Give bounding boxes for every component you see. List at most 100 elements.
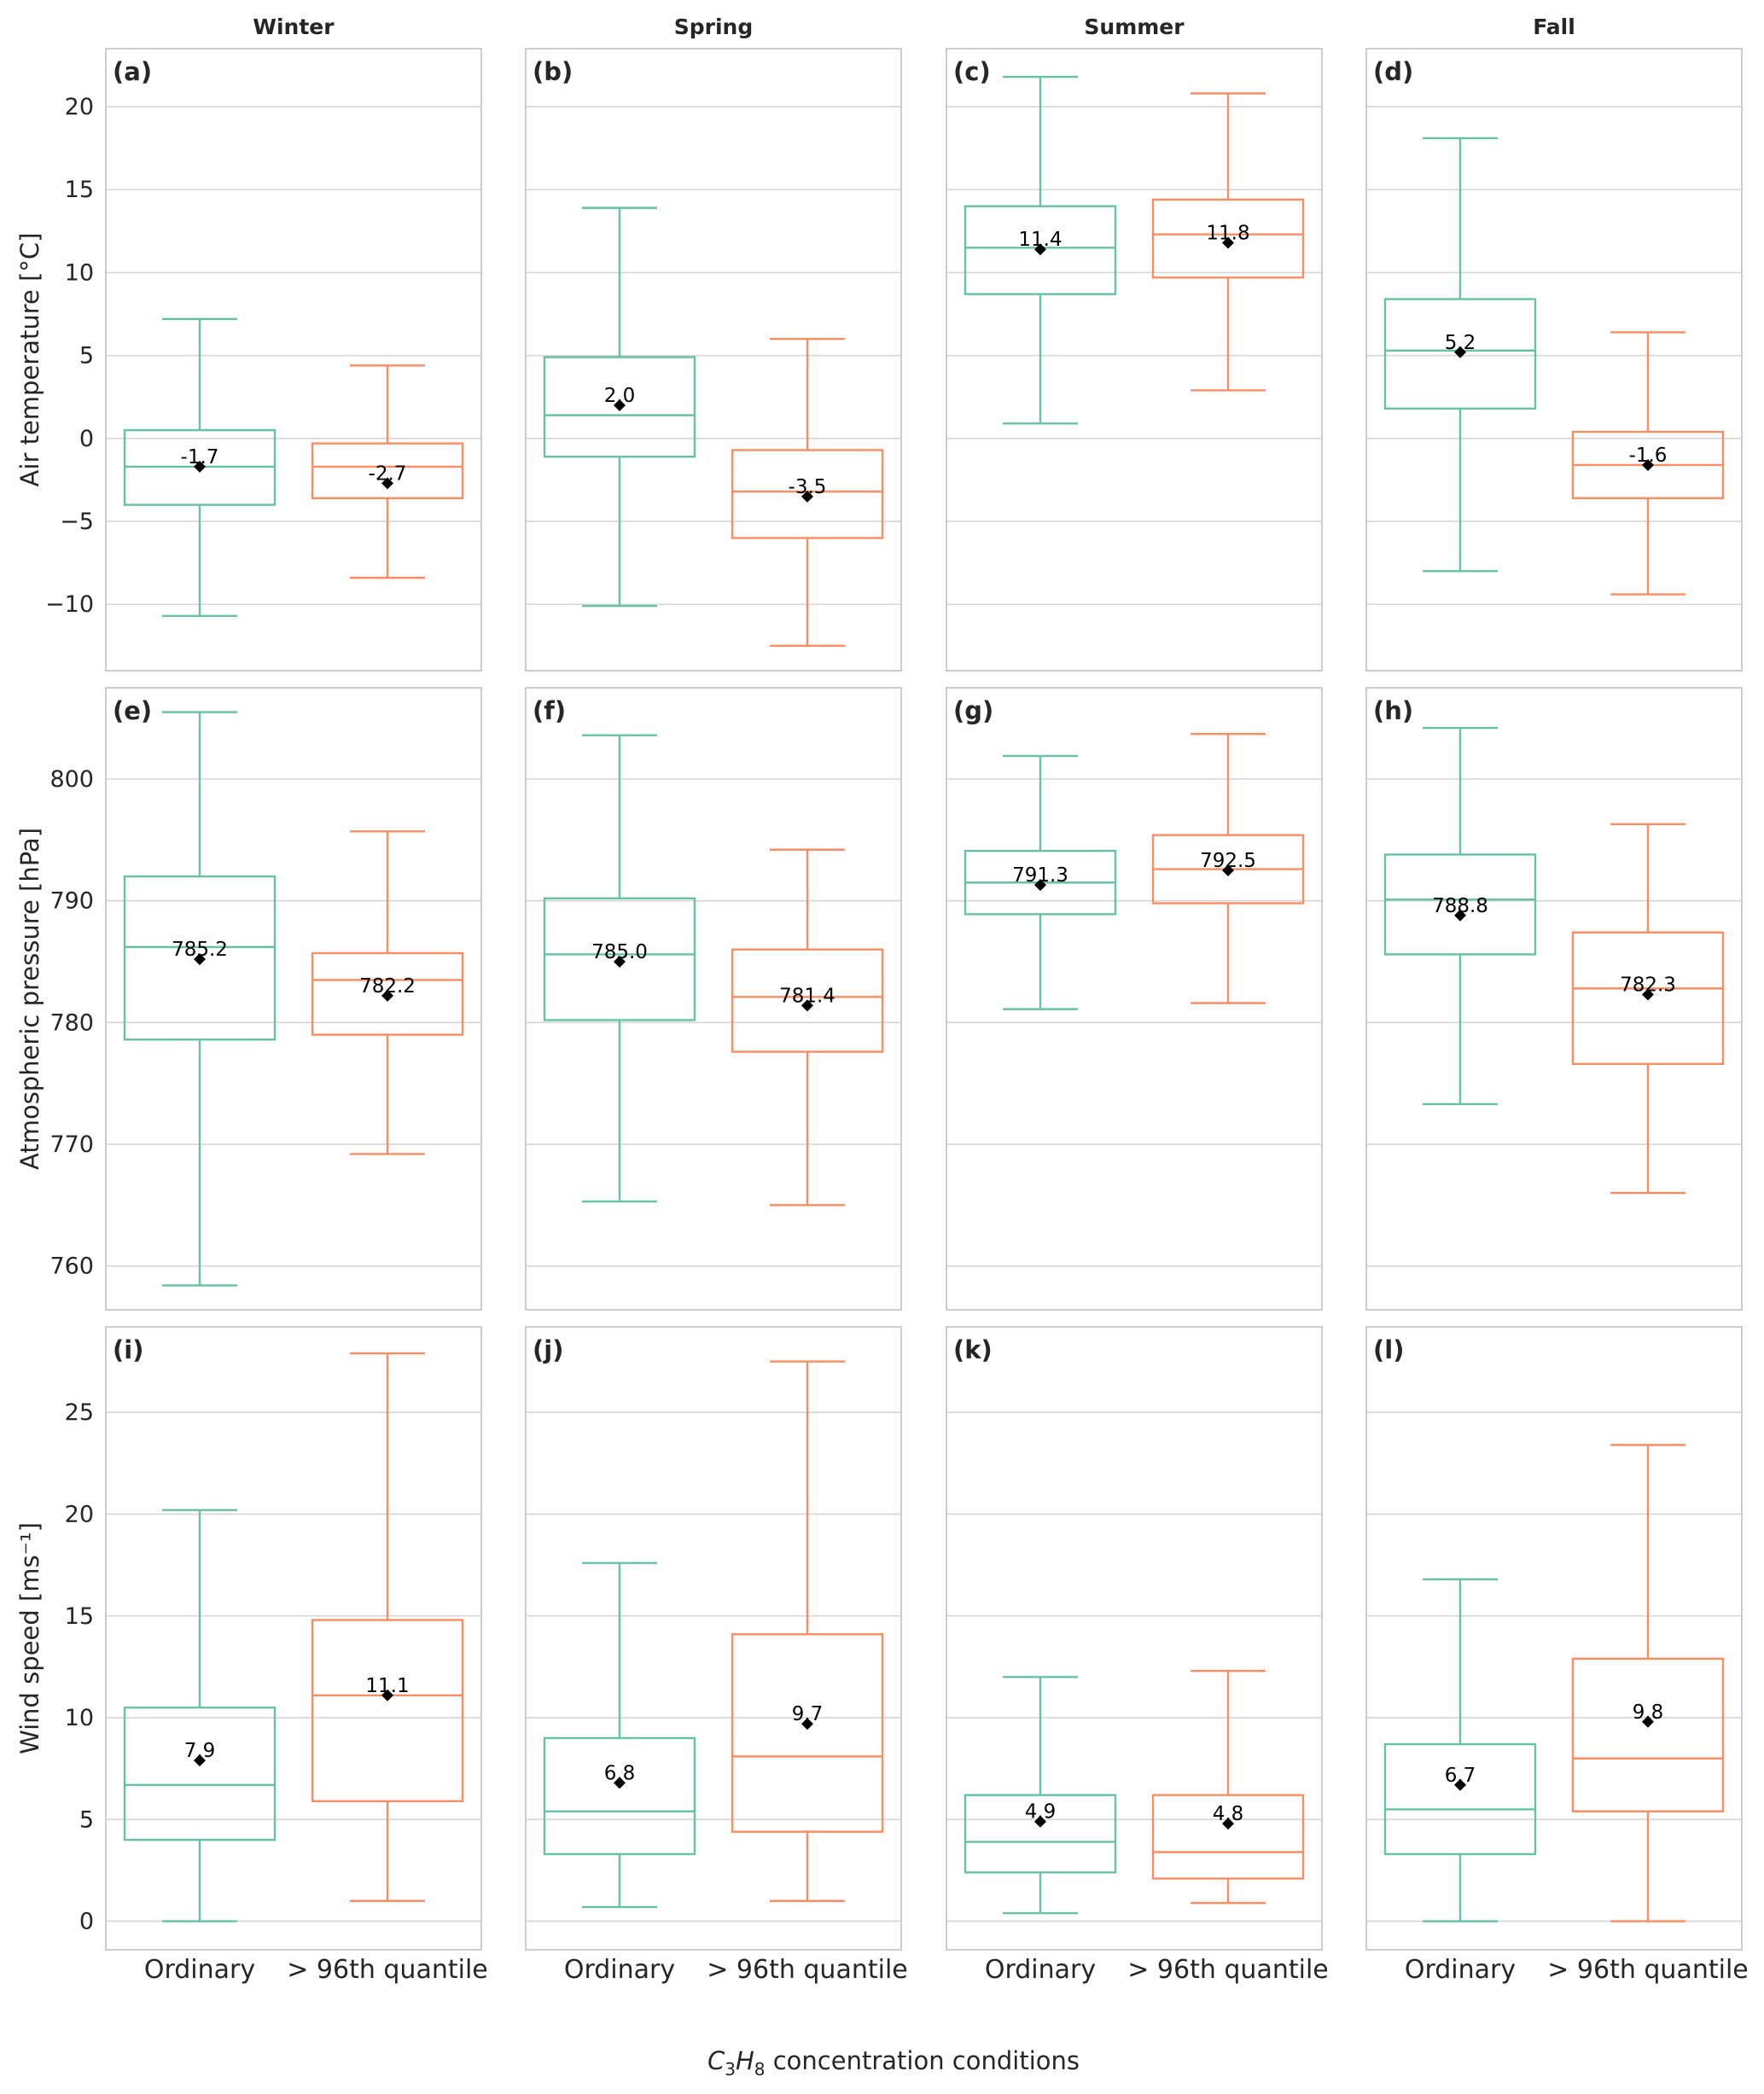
iqr-box: [543, 1736, 696, 1856]
panel-frame: [105, 48, 482, 672]
mean-marker: [1642, 458, 1654, 471]
iqr-box: [1571, 1657, 1725, 1812]
y-tick-label: 0: [79, 1909, 94, 1935]
panel-frame: [105, 1326, 482, 1951]
panel-label: (i): [113, 1335, 143, 1364]
mean-value-label: 791.3: [1012, 864, 1068, 887]
mean-marker: [801, 490, 813, 503]
iqr-box: [311, 442, 464, 500]
panel-frame: [525, 687, 902, 1311]
mean-value-label: 782.2: [359, 975, 416, 998]
mean-value-label: -1.6: [1629, 445, 1668, 467]
mean-value-label: 4.9: [1025, 1801, 1057, 1824]
column-title-winter: Winter: [253, 15, 335, 39]
x-tick-label: Ordinary: [1405, 1955, 1516, 1985]
y-tick-label: 10: [65, 259, 94, 286]
panel-frame: [1365, 1326, 1743, 1951]
y-tick-label: 760: [49, 1253, 94, 1280]
mean-value-label: 11.4: [1018, 229, 1062, 251]
x-tick-label: > 96th quantile: [287, 1955, 488, 1985]
panel-j: (j) 6.8 9.7 Ordinary > 96th quantile: [525, 1326, 908, 1985]
mean-marker: [1642, 988, 1654, 1001]
panel-a: −10 −5 0 5 10 15 20 (a) -1.7 -2.7: [45, 48, 482, 672]
iqr-box: [311, 1619, 464, 1803]
x-tick-label: Ordinary: [985, 1955, 1096, 1985]
box-above-96th-quantile: -3.5: [731, 338, 884, 648]
mean-marker: [801, 999, 813, 1012]
box-ordinary: 2.0: [543, 206, 696, 608]
box-ordinary: 791.3: [964, 754, 1117, 1010]
mean-marker: [194, 953, 206, 966]
box-above-96th-quantile: 792.5: [1151, 733, 1305, 1004]
panel-frame: [525, 48, 902, 672]
panel-label: (g): [953, 696, 993, 725]
x-tick-label: > 96th quantile: [1127, 1955, 1329, 1985]
y-tick-label: 20: [65, 1501, 94, 1527]
mean-value-label: 782.3: [1620, 974, 1676, 997]
box-ordinary: 785.2: [123, 711, 277, 1287]
x-tick-label: > 96th quantile: [1547, 1955, 1749, 1985]
panel-label: (j): [533, 1335, 563, 1364]
panel-frame: [946, 1326, 1323, 1951]
panel-label: (h): [1373, 696, 1413, 725]
panel-g: (g) 791.3 792.5: [946, 687, 1323, 1311]
panel-label: (a): [113, 57, 152, 86]
panel-frame: [525, 1326, 902, 1951]
mean-value-label: 792.5: [1200, 850, 1256, 872]
mean-value-label: 5.2: [1445, 332, 1476, 354]
mean-marker: [1034, 243, 1046, 256]
y-tick-label: −10: [45, 591, 94, 618]
mean-marker: [1034, 879, 1046, 892]
y-tick-label: 15: [65, 177, 94, 203]
panel-c: (c) 11.4 11.8: [946, 48, 1323, 672]
box-ordinary: 4.9: [964, 1676, 1117, 1915]
y-tick-label: 790: [49, 888, 94, 915]
box-above-96th-quantile: 9.8: [1571, 1444, 1725, 1922]
box-above-96th-quantile: -2.7: [311, 364, 464, 579]
mean-marker: [381, 477, 393, 490]
iqr-box: [1383, 1742, 1537, 1856]
iqr-box: [1151, 1794, 1305, 1880]
mean-marker: [1454, 1778, 1466, 1791]
mean-value-label: -1.7: [181, 446, 219, 468]
mean-marker: [801, 1718, 813, 1730]
iqr-box: [123, 875, 277, 1041]
mean-value-label: 6.7: [1445, 1765, 1476, 1787]
mean-marker: [194, 1754, 206, 1767]
panel-label: (e): [113, 696, 152, 725]
y-axis-label: Atmospheric pressure [hPa]: [15, 828, 44, 1170]
y-tick-label: 780: [49, 1009, 94, 1036]
x-tick-label: Ordinary: [144, 1955, 255, 1985]
box-ordinary: 785.0: [543, 734, 696, 1203]
panel-frame: [1365, 48, 1743, 672]
box-ordinary: -1.7: [123, 317, 277, 618]
mean-marker: [1222, 864, 1234, 876]
box-above-96th-quantile: 11.8: [1151, 92, 1305, 392]
mean-value-label: 11.8: [1206, 222, 1249, 244]
box-above-96th-quantile: -1.6: [1571, 331, 1725, 596]
panel-b: (b) 2.0 -3.5: [525, 48, 902, 672]
y-tick-label: −5: [60, 509, 94, 535]
mean-marker: [614, 398, 626, 411]
box-ordinary: 5.2: [1383, 137, 1537, 573]
mean-value-label: 781.4: [779, 985, 835, 1007]
column-title-summer: Summer: [1084, 15, 1185, 39]
box-above-96th-quantile: 4.8: [1151, 1669, 1305, 1905]
panel-f: (f) 785.0 781.4: [525, 687, 902, 1311]
mean-value-label: -2.7: [369, 462, 407, 485]
y-tick-label: 0: [79, 426, 94, 452]
mean-marker: [381, 989, 393, 1002]
iqr-box: [1383, 853, 1537, 956]
panel-label: (b): [533, 57, 573, 86]
column-title-spring: Spring: [674, 15, 754, 39]
panel-h: (h) 788.8 782.3: [1365, 687, 1743, 1311]
panel-l: (l) 6.7 9.8 Ordinary > 96th quantile: [1365, 1326, 1749, 1985]
mean-value-label: -3.5: [789, 476, 827, 498]
y-tick-label: 15: [65, 1603, 94, 1630]
box-ordinary: 788.8: [1383, 726, 1537, 1106]
y-tick-label: 770: [49, 1131, 94, 1158]
x-axis-label: C3H8 concentration conditions: [707, 2046, 1080, 2079]
x-tick-label: > 96th quantile: [707, 1955, 908, 1985]
iqr-box: [1571, 931, 1725, 1066]
panel-frame: [105, 687, 482, 1311]
